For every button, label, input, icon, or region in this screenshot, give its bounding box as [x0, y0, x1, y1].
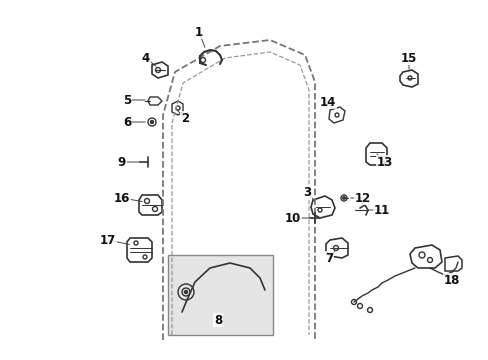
- Circle shape: [342, 197, 345, 199]
- Text: 3: 3: [303, 185, 310, 198]
- Text: 5: 5: [122, 94, 131, 107]
- Text: 4: 4: [142, 51, 150, 64]
- Text: 14: 14: [319, 95, 336, 108]
- Text: 17: 17: [100, 234, 116, 247]
- Text: 2: 2: [181, 112, 189, 125]
- Text: 11: 11: [373, 203, 389, 216]
- Text: 6: 6: [122, 116, 131, 129]
- Circle shape: [184, 291, 187, 293]
- Text: 16: 16: [114, 192, 130, 204]
- Text: 13: 13: [376, 156, 392, 168]
- FancyBboxPatch shape: [168, 255, 272, 335]
- Text: 7: 7: [324, 252, 332, 265]
- Text: 15: 15: [400, 51, 416, 64]
- Text: 1: 1: [195, 26, 203, 39]
- Circle shape: [150, 121, 153, 123]
- Text: 9: 9: [118, 156, 126, 168]
- Text: 12: 12: [354, 192, 370, 204]
- Text: 10: 10: [285, 212, 301, 225]
- Text: 8: 8: [213, 314, 222, 327]
- Text: 18: 18: [443, 274, 459, 287]
